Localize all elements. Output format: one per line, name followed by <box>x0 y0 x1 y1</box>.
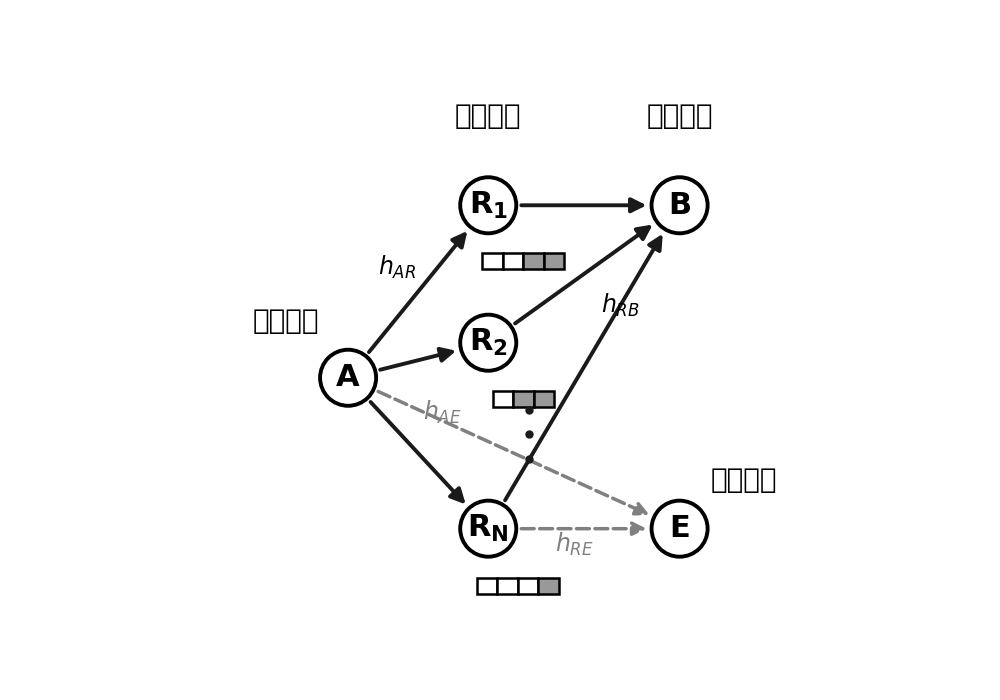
Bar <box>482 253 503 269</box>
Bar <box>523 253 544 269</box>
Text: $h_{AE}$: $h_{AE}$ <box>423 399 462 426</box>
Bar <box>477 578 497 594</box>
Bar <box>493 391 513 407</box>
Text: 接收结点: 接收结点 <box>646 102 713 130</box>
Bar <box>497 578 518 594</box>
Text: $\mathbf{E}$: $\mathbf{E}$ <box>669 514 690 543</box>
Text: 发送结点: 发送结点 <box>253 307 319 335</box>
Text: 中继结点: 中继结点 <box>455 102 521 130</box>
Circle shape <box>652 177 708 233</box>
Bar <box>538 578 559 594</box>
Text: 窃听结点: 窃听结点 <box>711 466 778 494</box>
Circle shape <box>320 350 376 406</box>
Text: $\mathbf{R_2}$: $\mathbf{R_2}$ <box>469 327 508 358</box>
Text: $h_{AR}$: $h_{AR}$ <box>378 253 416 281</box>
Text: $\mathbf{R_N}$: $\mathbf{R_N}$ <box>467 513 509 544</box>
Circle shape <box>460 315 516 371</box>
Text: $h_{RB}$: $h_{RB}$ <box>601 291 640 318</box>
Bar <box>544 253 564 269</box>
Bar <box>513 391 534 407</box>
Bar <box>503 253 523 269</box>
Text: $\mathbf{B}$: $\mathbf{B}$ <box>668 191 691 220</box>
Text: $h_{RE}$: $h_{RE}$ <box>555 531 594 559</box>
Circle shape <box>652 500 708 556</box>
Text: $\mathbf{R_1}$: $\mathbf{R_1}$ <box>469 190 508 220</box>
Bar <box>534 391 554 407</box>
Text: $\mathbf{A}$: $\mathbf{A}$ <box>335 363 361 392</box>
Circle shape <box>460 500 516 556</box>
Circle shape <box>460 177 516 233</box>
Bar <box>518 578 538 594</box>
